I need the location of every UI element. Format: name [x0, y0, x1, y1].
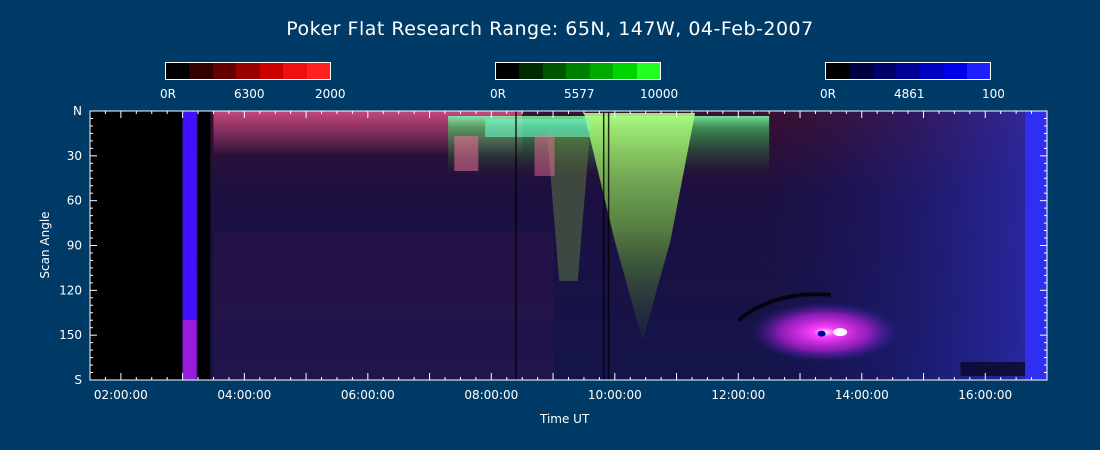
- y-tick-label: S: [74, 373, 82, 387]
- x-axis-title: Time UT: [540, 412, 590, 426]
- dark-patch: [960, 362, 1025, 376]
- colorbar-4861-min-label: 0R: [820, 87, 836, 101]
- y-tick-label: 90: [67, 239, 82, 253]
- colorbar-6300: [165, 62, 331, 80]
- green-streak: [546, 131, 591, 281]
- colorbar-4861-segment: [943, 63, 967, 79]
- x-tick-label: 08:00:00: [464, 388, 518, 402]
- moon-dark-spot: [817, 330, 826, 337]
- colorbar-6300-segment: [236, 63, 260, 79]
- colorbar-4861-segment: [919, 63, 944, 79]
- colorbar-6300-segment: [306, 63, 330, 79]
- colorbar-6300-segment: [212, 63, 237, 79]
- colorbar-6300-segment: [259, 63, 284, 79]
- colorbar-4861-segment: [872, 63, 897, 79]
- y-tick-label: 120: [59, 283, 82, 297]
- x-tick-label: 14:00:00: [835, 388, 889, 402]
- x-tick-label: 16:00:00: [958, 388, 1012, 402]
- green-auroral-plume: [583, 113, 696, 341]
- cyan-arc: [485, 119, 591, 137]
- y-axis-title: Scan Angle: [38, 211, 52, 279]
- x-tick-label: 12:00:00: [711, 388, 765, 402]
- colorbar-4861-segment: [896, 63, 920, 79]
- colorbar-5577-min-label: 0R: [490, 87, 506, 101]
- lower-haze: [213, 231, 554, 380]
- colorbar-5577-segment: [613, 63, 637, 79]
- colorbar-4861-segment: [966, 63, 990, 79]
- colorbar-6300-segment: [189, 63, 213, 79]
- chart-title: Poker Flat Research Range: 65N, 147W, 04…: [286, 18, 814, 40]
- pink-patch: [454, 136, 479, 171]
- data-gap: [198, 111, 211, 380]
- colorbar-5577-segment: [566, 63, 590, 79]
- y-tick-label: N: [73, 104, 82, 118]
- colorbar-6300-segment: [166, 63, 190, 79]
- x-tick-label: 10:00:00: [588, 388, 642, 402]
- colorbar-5577-mid-label: 5577: [564, 87, 595, 101]
- moon-core: [833, 328, 848, 337]
- colorbar-5577-segment: [542, 63, 567, 79]
- y-tick-label: 30: [67, 149, 82, 163]
- pink-patch: [534, 136, 555, 176]
- colorbar-4861-mid-label: 4861: [894, 87, 925, 101]
- colorbar-6300-min-label: 0R: [160, 87, 176, 101]
- colorbar-4861-segment: [849, 63, 873, 79]
- colorbar-6300-mid-label: 6300: [234, 87, 265, 101]
- colorbar-6300-segment: [283, 63, 307, 79]
- colorbar-5577-max-label: 10000: [640, 87, 679, 101]
- y-tick-label: 60: [67, 194, 82, 208]
- colorbar-5577-segment: [589, 63, 614, 79]
- x-tick-label: 04:00:00: [217, 388, 271, 402]
- colorbar-5577: [495, 62, 661, 80]
- colorbar-4861: [825, 62, 991, 80]
- x-tick-label: 06:00:00: [341, 388, 395, 402]
- colorbar-4861-max-label: 100: [982, 87, 1005, 101]
- colorbar-5577-segment: [636, 63, 660, 79]
- colorbar-5577-segment: [496, 63, 520, 79]
- y-tick-label: 150: [59, 328, 82, 342]
- data-start-strip-glow: [182, 320, 197, 380]
- data-start-strip: [182, 111, 197, 380]
- colorbar-4861-segment: [826, 63, 850, 79]
- colorbar-6300-max-label: 2000: [315, 87, 346, 101]
- moon-arc-shadow: [737, 292, 832, 322]
- colorbar-5577-segment: [519, 63, 543, 79]
- x-tick-label: 02:00:00: [94, 388, 148, 402]
- right-edge-strip: [1025, 111, 1047, 380]
